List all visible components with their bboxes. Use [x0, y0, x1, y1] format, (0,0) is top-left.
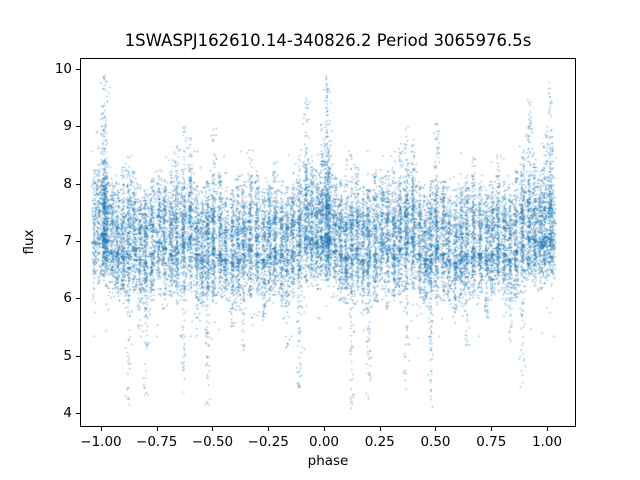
- x-tick-label: −1.00: [80, 434, 122, 450]
- y-tick-mark: [76, 298, 80, 300]
- y-tick-mark: [76, 183, 80, 185]
- y-tick-mark: [76, 413, 80, 415]
- y-tick-mark: [76, 126, 80, 128]
- y-tick-label: 4: [63, 405, 72, 422]
- y-tick-label: 6: [63, 290, 72, 307]
- x-tick-mark: [491, 427, 493, 431]
- scatter-canvas: [80, 58, 576, 427]
- x-tick-mark: [212, 427, 214, 431]
- chart-title: 1SWASPJ162610.14-340826.2 Period 3065976…: [124, 31, 532, 50]
- y-tick-label: 7: [63, 233, 72, 250]
- x-tick-mark: [268, 427, 270, 431]
- x-tick-label: −0.25: [247, 434, 289, 450]
- x-tick-label: 0.75: [476, 434, 507, 450]
- x-tick-label: 1.00: [531, 434, 563, 450]
- x-tick-label: −0.50: [191, 434, 234, 450]
- x-tick-mark: [100, 427, 102, 431]
- x-tick-mark: [323, 427, 325, 431]
- x-tick-mark: [435, 427, 437, 431]
- x-tick-mark: [379, 427, 381, 431]
- y-tick-label: 10: [54, 60, 72, 77]
- y-tick-mark: [76, 241, 80, 243]
- x-tick-mark: [156, 427, 158, 431]
- y-tick-label: 5: [63, 347, 72, 364]
- x-axis-label: phase: [307, 453, 349, 469]
- x-tick-label: 0.50: [420, 434, 451, 450]
- x-tick-label: −0.75: [136, 434, 178, 450]
- x-tick-label: 0.00: [308, 434, 340, 450]
- y-tick-label: 8: [63, 175, 72, 192]
- y-tick-label: 9: [63, 118, 72, 135]
- y-axis-label: flux: [21, 229, 37, 255]
- y-tick-mark: [76, 355, 80, 357]
- x-tick-label: 0.25: [364, 434, 395, 450]
- y-tick-mark: [76, 68, 80, 70]
- x-tick-mark: [547, 427, 548, 431]
